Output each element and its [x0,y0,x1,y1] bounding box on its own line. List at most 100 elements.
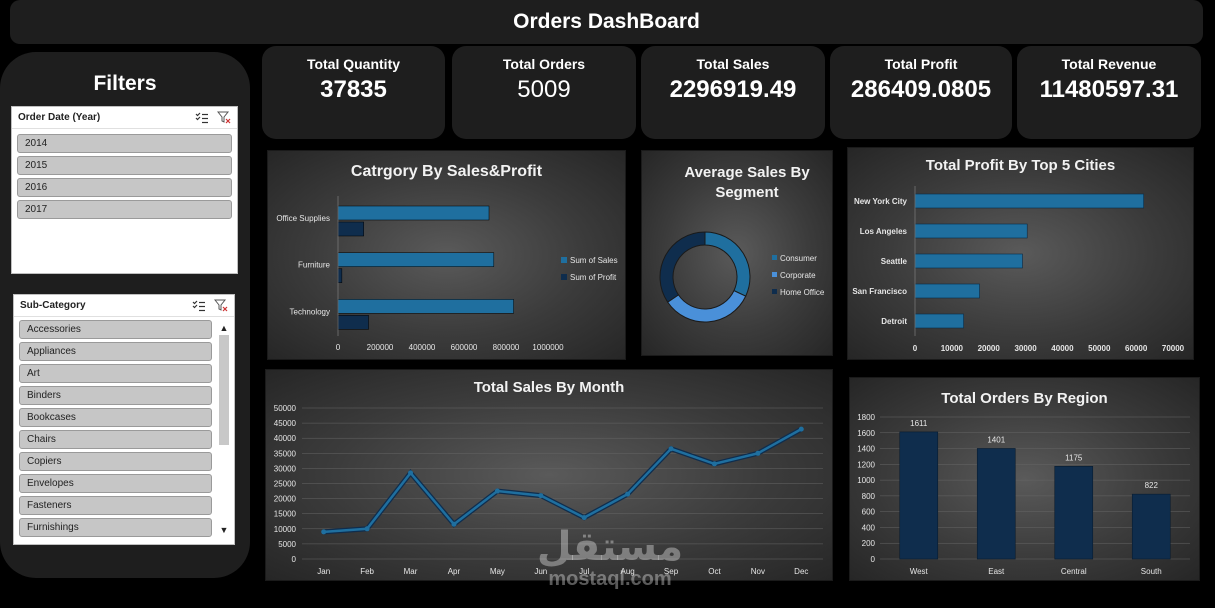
year-item[interactable]: 2016 [17,178,232,197]
y-tick-label: 1200 [857,460,875,469]
legend-swatch [561,274,567,280]
city-label: Seattle [881,257,908,266]
city-profit-bar [914,313,964,329]
sales-point [364,526,370,532]
sales-point [321,529,327,535]
kpi-label: Total Orders [502,56,586,72]
chart-title: Total Orders By Region [941,390,1108,407]
x-tick-label: 10000 [941,344,964,353]
kpi-card-total-profit: Total Profit 286409.0805 [830,46,1012,139]
watermark-latin: mostaql.com [548,568,672,590]
subcategory-item[interactable]: Bookcases [19,408,212,427]
x-tick-label: Central [1061,567,1087,576]
x-tick-label: 60000 [1125,344,1148,353]
y-tick-label: 45000 [274,419,297,428]
watermark-arabic: مستقل [536,524,684,570]
subcategory-item[interactable]: Binders [19,386,212,405]
x-tick-label: Dec [794,567,808,576]
donut-slice [704,231,751,297]
x-tick-label: 0 [913,344,918,353]
sales-bar [337,299,514,314]
year-slicer-items: 2014 2015 2016 2017 [12,129,237,219]
segment-chart-svg: Consumer Corporate Home Office [659,231,825,323]
year-item[interactable]: 2014 [17,134,232,153]
sales-line-shadow [323,426,803,535]
category-chart-svg: Office Supplies Furniture Technology 0 20000… [276,196,618,352]
scroll-up-icon[interactable]: ▲ [219,323,229,333]
donut-slice [659,231,706,303]
subcategory-item[interactable]: Copiers [19,452,212,471]
subcategory-item[interactable]: Furnishings [19,518,212,537]
year-item[interactable]: 2015 [17,156,232,175]
city-profit-bar [914,283,980,299]
chart-title: Total Sales By Month [473,379,625,396]
year-slicer-header: Order Date (Year) [12,107,237,129]
category-label: Technology [290,307,330,316]
clear-filter-icon[interactable] [217,111,231,124]
city-profit-bar [914,223,1028,239]
year-item[interactable]: 2017 [17,200,232,219]
legend-label: Consumer [780,254,817,263]
scroll-down-icon[interactable]: ▼ [219,525,229,535]
x-tick-label: 0 [336,343,341,352]
subcategory-item[interactable]: Envelopes [19,474,212,493]
x-tick-label: Oct [708,567,721,576]
x-tick-label: Sep [664,567,679,576]
city-label: Los Angeles [860,227,908,236]
kpi-card-total-orders: Total Orders 5009 [452,46,636,139]
slicer-scrollbar[interactable]: ▲ ▼ [218,323,230,535]
y-tick-label: 15000 [274,510,297,519]
kpi-label: Total Revenue [1061,56,1157,72]
kpi-card-total-sales: Total Sales 2296919.49 [641,46,825,139]
data-label: 1175 [1065,453,1083,462]
sales-bar [337,252,495,267]
x-tick-label: 30000 [1014,344,1037,353]
data-label: 1611 [910,419,928,428]
y-tick-label: 25000 [274,480,297,489]
subcategory-item[interactable]: Art [19,364,212,383]
subcategory-item[interactable]: Appliances [19,342,212,361]
scroll-thumb[interactable] [219,335,229,445]
y-tick-label: 600 [862,508,876,517]
dashboard-title: Orders DashBoard [513,10,700,33]
multi-select-icon[interactable] [195,112,209,124]
data-label: 822 [1145,481,1159,490]
y-tick-label: 0 [871,555,876,564]
legend-label: Sum of Profit [570,273,617,282]
x-tick-label: 600000 [451,343,478,352]
data-label: 1401 [987,435,1005,444]
sales-point [494,488,500,494]
chart-title: Catrgory By Sales&Profit [350,163,543,180]
subcategory-item[interactable]: Fasteners [19,496,212,515]
month-chart: Total Sales By Month 0 5000 10000 15000 2000… [265,369,833,581]
cities-chart: Total Profit By Top 5 Cities New York Ci… [847,147,1194,360]
kpi-value: 37835 [320,76,387,103]
kpi-value: 5009 [517,76,571,103]
sales-point [711,461,717,467]
sales-point [668,446,674,452]
dashboard-title-bar: Orders DashBoard [10,0,1203,44]
sales-point [625,491,631,497]
x-tick-label: South [1141,567,1162,576]
legend-label: Corporate [780,271,816,280]
subcategory-item[interactable]: Chairs [19,430,212,449]
y-tick-label: 5000 [278,540,296,549]
y-tick-label: 800 [862,492,876,501]
subcategory-slicer-items: Accessories Appliances Art Binders Bookc… [14,320,217,537]
kpi-card-total-quantity: Total Quantity 37835 [262,46,445,139]
subcategory-item[interactable]: Accessories [19,320,212,339]
sales-point [538,493,544,499]
y-tick-label: 1400 [857,445,875,454]
chart-title: Total Profit By Top 5 Cities [925,157,1116,174]
category-label: Office Supplies [276,214,330,223]
y-tick-label: 40000 [274,434,297,443]
multi-select-icon[interactable] [192,300,206,312]
x-tick-label: Aug [621,567,635,576]
y-tick-label: 50000 [274,404,297,413]
kpi-value: 2296919.49 [669,76,797,103]
sales-point [755,450,761,456]
legend-swatch [772,289,777,294]
sales-point [798,426,804,432]
subcategory-slicer-label: Sub-Category [20,300,86,311]
clear-filter-icon[interactable] [214,299,228,312]
